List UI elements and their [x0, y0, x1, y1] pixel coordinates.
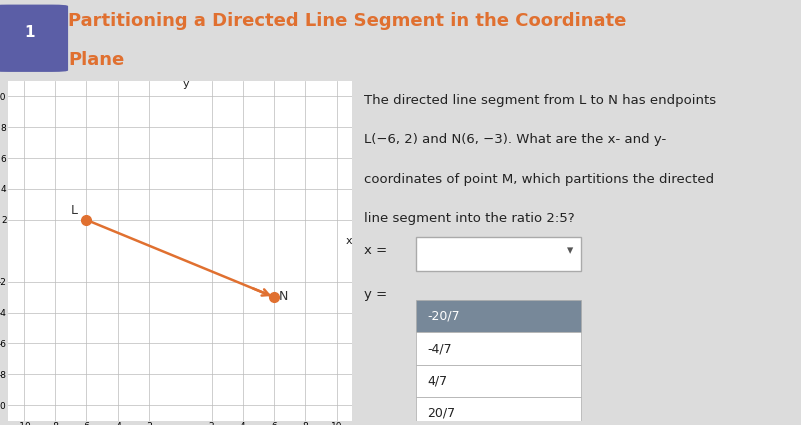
Text: ▾: ▾: [567, 244, 573, 257]
Text: coordinates of point M, which partitions the directed: coordinates of point M, which partitions…: [364, 173, 714, 186]
Text: 20/7: 20/7: [427, 407, 455, 419]
FancyBboxPatch shape: [417, 300, 581, 332]
Text: -4/7: -4/7: [427, 342, 452, 355]
Text: 1: 1: [24, 25, 35, 40]
Text: The directed line segment from L to N has endpoints: The directed line segment from L to N ha…: [364, 94, 717, 108]
Text: Partitioning a Directed Line Segment in the Coordinate: Partitioning a Directed Line Segment in …: [68, 12, 626, 31]
Text: N: N: [279, 290, 288, 303]
Text: y =: y =: [364, 289, 388, 301]
Text: x: x: [346, 236, 352, 246]
Text: L(−6, 2) and N(6, −3). What are the x- and y-: L(−6, 2) and N(6, −3). What are the x- a…: [364, 133, 666, 147]
Text: -20/7: -20/7: [427, 310, 460, 323]
Text: 4/7: 4/7: [427, 374, 447, 387]
Text: y: y: [183, 79, 189, 89]
FancyBboxPatch shape: [0, 5, 68, 72]
Text: x =: x =: [364, 244, 388, 257]
Text: L: L: [70, 204, 78, 217]
Text: line segment into the ratio 2:5?: line segment into the ratio 2:5?: [364, 212, 575, 225]
FancyBboxPatch shape: [417, 237, 581, 271]
FancyBboxPatch shape: [417, 365, 581, 397]
Text: Plane: Plane: [68, 51, 124, 69]
FancyBboxPatch shape: [417, 397, 581, 425]
FancyBboxPatch shape: [417, 332, 581, 365]
